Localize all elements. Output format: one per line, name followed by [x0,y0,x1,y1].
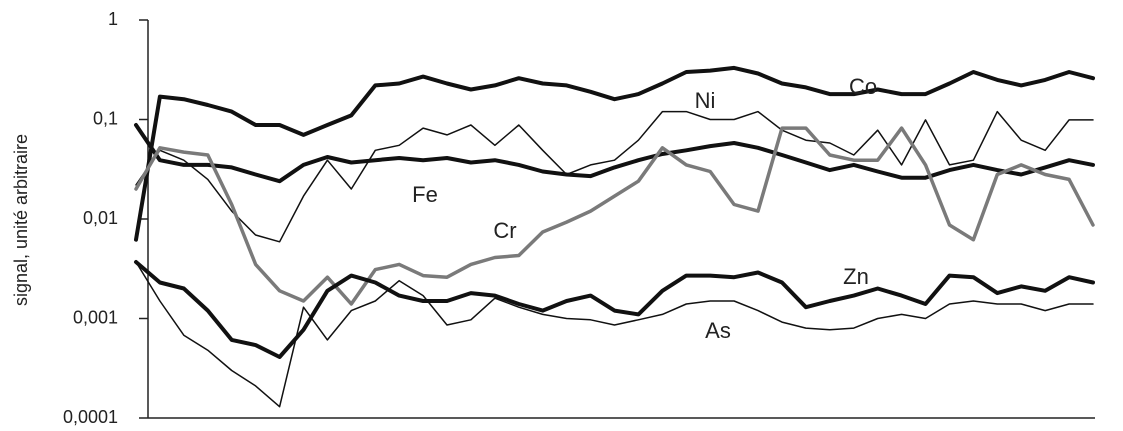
series-label: Co [849,74,877,99]
y-tick-label: 0,01 [83,208,118,228]
y-tick-label: 0,1 [93,108,118,128]
y-tick-label: 1 [108,9,118,29]
series-line [134,126,1095,306]
series-line [134,260,1095,359]
series-label: Ni [695,88,716,113]
y-tick-label: 0,001 [73,307,118,327]
series-label: Zn [843,264,869,289]
series-label: Fe [412,182,438,207]
series-label: As [705,318,731,343]
y-tick-label: 0,0001 [63,407,118,426]
series-line [134,65,1095,242]
series-line [135,261,1094,408]
series-label: Cr [493,218,516,243]
series-line [134,123,1095,184]
series-line [135,110,1094,243]
y-axis-label: signal, unité arbitraire [11,134,31,306]
